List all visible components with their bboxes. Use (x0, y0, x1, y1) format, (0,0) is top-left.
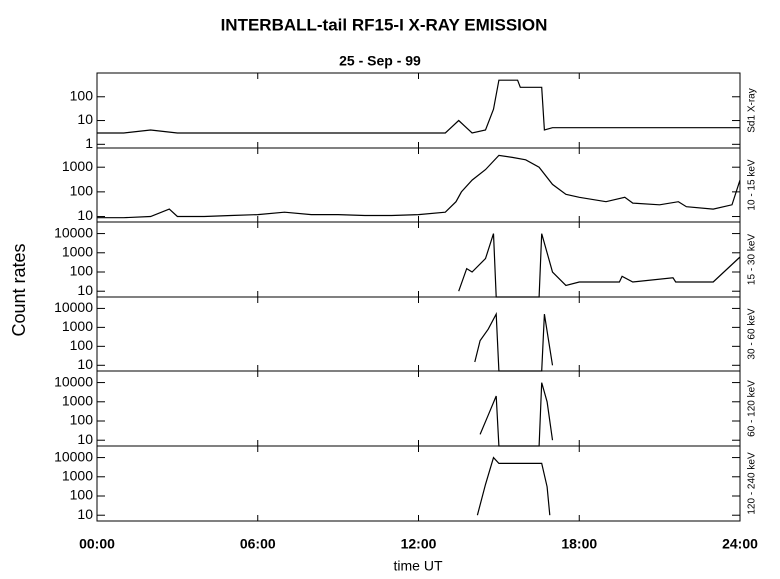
y-axis-label: Count rates (9, 243, 29, 336)
panel-label: Sd1 X-ray (747, 88, 758, 132)
data-line (479, 382, 554, 447)
y-tick-label: 100 (70, 412, 94, 428)
data-line (474, 311, 554, 372)
panel-label: 10 - 15 keV (747, 159, 758, 210)
data-line (458, 233, 741, 298)
y-tick-label: 10 (77, 431, 93, 447)
y-tick-label: 10000 (54, 224, 93, 240)
y-tick-label: 1000 (62, 392, 93, 408)
panel-frame (96, 370, 741, 447)
y-tick-label: 100 (70, 263, 94, 279)
y-tick-label: 10 (77, 207, 93, 223)
panel-label: 15 - 30 keV (747, 234, 758, 285)
y-tick-label: 10 (77, 282, 93, 298)
panel-frame (96, 296, 741, 372)
y-tick-label: 1000 (62, 318, 93, 334)
x-tick-label: 12:00 (401, 536, 437, 552)
data-line (97, 79, 740, 134)
y-tick-label: 10000 (54, 373, 93, 389)
panel-frame (96, 147, 741, 223)
x-tick-label: 24:00 (722, 536, 758, 552)
data-line (97, 154, 741, 219)
panel-label: 30 - 60 keV (747, 308, 758, 359)
y-tick-label: 100 (70, 87, 94, 103)
y-tick-label: 10 (77, 111, 93, 127)
panel-label: 120 - 240 keV (747, 452, 758, 515)
data-line (476, 456, 551, 516)
y-tick-label: 1 (85, 135, 93, 151)
y-tick-label: 1000 (62, 243, 93, 259)
y-tick-label: 10 (77, 356, 93, 372)
chart-subtitle: 25 - Sep - 99 (339, 53, 421, 69)
panel-frame (96, 72, 741, 149)
x-tick-label: 18:00 (561, 536, 597, 552)
y-tick-label: 100 (70, 183, 94, 199)
x-axis-label: time UT (394, 558, 443, 574)
panel-frame (96, 221, 741, 298)
y-tick-label: 1000 (62, 158, 93, 174)
y-tick-label: 10 (77, 506, 93, 522)
chart-title: INTERBALL-tail RF15-I X-RAY EMISSION (221, 15, 548, 34)
y-tick-label: 1000 (62, 467, 93, 483)
x-tick-label: 06:00 (240, 536, 276, 552)
x-tick-label: 00:00 (79, 536, 115, 552)
y-tick-label: 100 (70, 337, 94, 353)
panel-frame (96, 445, 741, 522)
y-tick-label: 100 (70, 487, 94, 503)
panel-label: 60 - 120 keV (747, 380, 758, 437)
y-tick-label: 10000 (54, 448, 93, 464)
y-tick-label: 10000 (54, 299, 93, 315)
